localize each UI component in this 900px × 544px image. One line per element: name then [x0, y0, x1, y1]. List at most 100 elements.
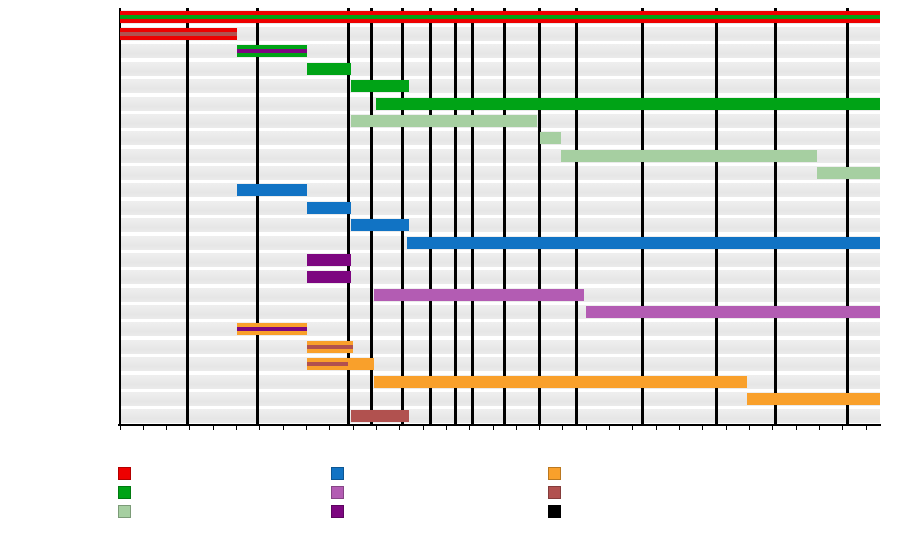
timeline-bar — [747, 392, 880, 405]
timeline-bar — [306, 253, 351, 266]
legend-item — [118, 467, 298, 481]
member-label — [0, 286, 113, 303]
axis-tick — [375, 426, 377, 430]
member-label — [0, 269, 113, 286]
member-label — [0, 234, 113, 251]
legend-item — [331, 486, 511, 500]
timeline-bar — [120, 10, 880, 23]
member-label — [0, 147, 113, 164]
row-band — [121, 322, 880, 337]
axis-tick — [772, 426, 774, 430]
timeline-bar — [236, 184, 307, 197]
axis-tick — [492, 426, 494, 430]
member-label — [0, 408, 113, 425]
axis-tick — [166, 426, 168, 430]
member-label — [0, 303, 113, 320]
axis-tick — [212, 426, 214, 430]
row-band — [121, 409, 880, 424]
legend-item — [331, 467, 511, 481]
axis-tick — [725, 426, 727, 430]
axis-tick — [679, 426, 680, 430]
legend-swatch-albums — [548, 505, 561, 518]
timeline-bar — [586, 306, 880, 319]
album-release-line — [715, 8, 719, 425]
timeline-bar — [406, 236, 880, 249]
legend-item — [331, 505, 511, 519]
timeline-bar — [374, 288, 584, 301]
legend-item — [118, 505, 298, 519]
legend-swatch-violin — [118, 505, 131, 518]
member-label — [0, 112, 113, 129]
timeline-bar — [348, 358, 375, 371]
timeline-bar-stripe — [120, 32, 237, 37]
timeline-bar-stripe — [120, 14, 880, 19]
axis-tick — [842, 426, 844, 430]
axis-tick — [189, 426, 191, 430]
album-release-line — [575, 8, 579, 425]
member-label — [0, 8, 113, 25]
timeline-bar — [236, 45, 307, 58]
legend-item — [548, 486, 728, 500]
timeline-bar-stripe — [236, 327, 307, 332]
member-label — [0, 321, 113, 338]
member-label — [0, 373, 113, 390]
legend-item — [548, 467, 728, 481]
legend-item — [548, 505, 728, 519]
album-release-line — [346, 8, 350, 425]
album-release-line — [428, 8, 432, 425]
album-release-line — [640, 8, 644, 425]
timeline-bar — [374, 375, 748, 388]
axis-tick — [748, 426, 750, 430]
axis-tick — [236, 426, 238, 430]
row-band — [121, 391, 880, 406]
y-axis-line — [119, 8, 121, 426]
timeline-bar-stripe — [306, 344, 354, 349]
row-band — [121, 61, 880, 76]
timeline-bar — [306, 271, 351, 284]
legend-swatch-drums — [548, 467, 561, 480]
member-label — [0, 78, 113, 95]
member-label — [0, 95, 113, 112]
row-band — [121, 79, 880, 94]
legend-swatch-guitar — [118, 486, 131, 499]
axis-tick — [422, 426, 424, 430]
timeline-bar — [306, 201, 351, 214]
axis-tick — [142, 426, 144, 430]
timeline-bar-stripe — [306, 362, 349, 367]
member-label — [0, 390, 113, 407]
timeline-bar — [350, 80, 410, 93]
member-label — [0, 338, 113, 355]
member-label — [0, 251, 113, 268]
axis-tick — [399, 426, 401, 430]
axis-tick — [119, 426, 121, 430]
axis-tick — [352, 426, 354, 430]
axis-tick — [539, 426, 541, 430]
timeline-bar — [350, 410, 410, 423]
timeline-bar — [350, 114, 538, 127]
album-release-line — [845, 8, 849, 425]
timeline-bar — [120, 28, 237, 41]
row-band — [121, 270, 880, 285]
axis-tick — [259, 426, 261, 430]
album-release-line — [538, 8, 542, 425]
member-label — [0, 43, 113, 60]
row-band — [121, 27, 880, 42]
album-release-line — [454, 8, 458, 425]
row-band — [121, 218, 880, 233]
album-release-line — [503, 8, 507, 425]
axis-tick — [562, 426, 564, 430]
row-band — [121, 357, 880, 372]
chart-plot-area — [0, 8, 881, 430]
timeline-bar-stripe — [236, 49, 307, 54]
axis-tick — [655, 426, 657, 430]
row-band — [121, 339, 880, 354]
member-label — [0, 182, 113, 199]
axis-tick — [282, 426, 284, 430]
axis-tick — [865, 426, 867, 430]
member-label — [0, 25, 113, 42]
row-band — [121, 200, 880, 215]
timeline-bar — [306, 62, 351, 75]
timeline-bar — [817, 167, 880, 180]
row-band — [121, 183, 880, 198]
